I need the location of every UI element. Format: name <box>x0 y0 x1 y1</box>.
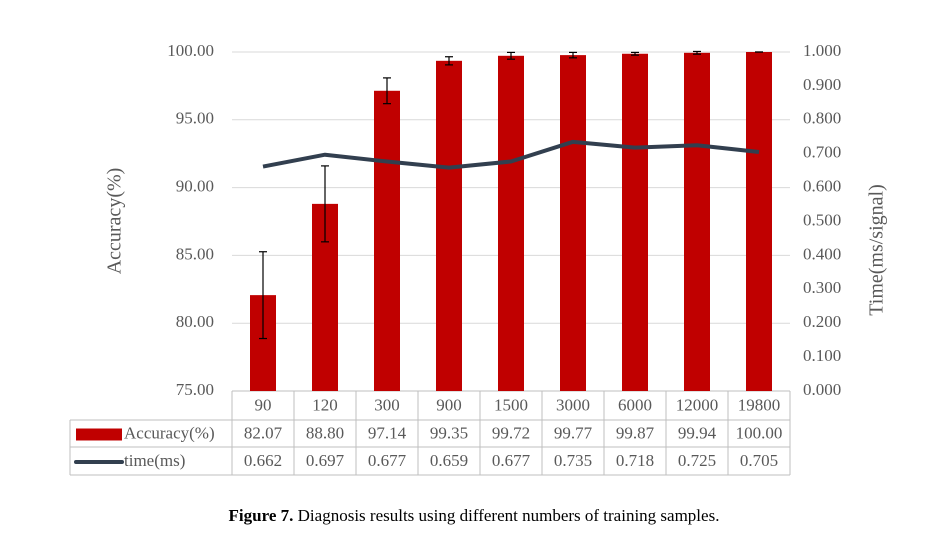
y-tick-label: 100.00 <box>167 41 214 60</box>
bar <box>684 52 710 391</box>
bar <box>498 55 524 391</box>
bar <box>622 53 648 392</box>
error-bar <box>321 165 329 243</box>
table-value: 97.14 <box>368 423 407 442</box>
x-tick-label: 90 <box>255 395 272 414</box>
table-value: 0.659 <box>430 451 468 470</box>
caption-label: Figure 7. <box>229 506 294 525</box>
table-value: 0.662 <box>244 451 282 470</box>
table-value: 99.77 <box>554 423 593 442</box>
x-tick-label: 19800 <box>738 395 781 414</box>
y-tick-label: 75.00 <box>176 380 214 399</box>
table-value: 0.677 <box>492 451 531 470</box>
table-value: 0.677 <box>368 451 407 470</box>
table-value: 82.07 <box>244 423 283 442</box>
y2-tick-label: 0.500 <box>803 210 841 229</box>
x-tick-label: 1500 <box>494 395 528 414</box>
bar <box>560 55 586 391</box>
table-value: 99.35 <box>430 423 468 442</box>
y-tick-label: 85.00 <box>176 244 214 263</box>
table-value: 88.80 <box>306 423 344 442</box>
y2-tick-label: 0.800 <box>803 109 841 128</box>
y2-tick-label: 0.100 <box>803 346 841 365</box>
error-bar <box>259 251 267 340</box>
table-value: 0.697 <box>306 451 345 470</box>
table-value: 100.00 <box>736 423 783 442</box>
error-bar <box>693 50 701 55</box>
y2-tick-label: 0.000 <box>803 380 841 399</box>
table-value: 0.735 <box>554 451 592 470</box>
y-tick-label: 80.00 <box>176 312 214 331</box>
y2-tick-label: 0.300 <box>803 278 841 297</box>
table-value: 99.94 <box>678 423 717 442</box>
legend-label: Accuracy(%) <box>124 423 215 442</box>
x-tick-label: 3000 <box>556 395 590 414</box>
error-bar <box>631 51 639 56</box>
y2-axis-title: Time(ms/signal) <box>866 184 888 316</box>
line <box>262 139 760 170</box>
bar <box>746 52 772 391</box>
caption-text: Diagnosis results using different number… <box>298 506 720 525</box>
y2-tick-label: 0.400 <box>803 244 841 263</box>
y-axis-title: Accuracy(%) <box>104 168 126 275</box>
y2-tick-label: 0.700 <box>803 143 841 162</box>
y-tick-label: 90.00 <box>176 177 214 196</box>
caption: Figure 7. Diagnosis results using differ… <box>229 506 720 525</box>
error-bar <box>569 51 577 59</box>
x-tick-label: 120 <box>312 395 338 414</box>
error-bar <box>383 77 391 105</box>
y2-tick-label: 0.200 <box>803 312 841 331</box>
x-tick-label: 12000 <box>676 395 719 414</box>
bar <box>374 90 400 391</box>
x-tick-label: 300 <box>374 395 400 414</box>
y2-tick-label: 0.900 <box>803 75 841 94</box>
table-value: 0.725 <box>678 451 716 470</box>
error-bar <box>445 56 453 66</box>
legend-label: time(ms) <box>124 451 185 470</box>
error-bar <box>507 51 515 60</box>
x-tick-label: 900 <box>436 395 462 414</box>
table-value: 99.72 <box>492 423 530 442</box>
y2-tick-label: 1.000 <box>803 41 841 60</box>
y2-tick-label: 0.600 <box>803 177 841 196</box>
bar <box>436 60 462 392</box>
legend-swatch <box>76 428 122 441</box>
x-tick-label: 6000 <box>618 395 652 414</box>
table-value: 0.718 <box>616 451 654 470</box>
table-value: 99.87 <box>616 423 655 442</box>
table-value: 0.705 <box>740 451 778 470</box>
y-tick-label: 95.00 <box>176 109 214 128</box>
